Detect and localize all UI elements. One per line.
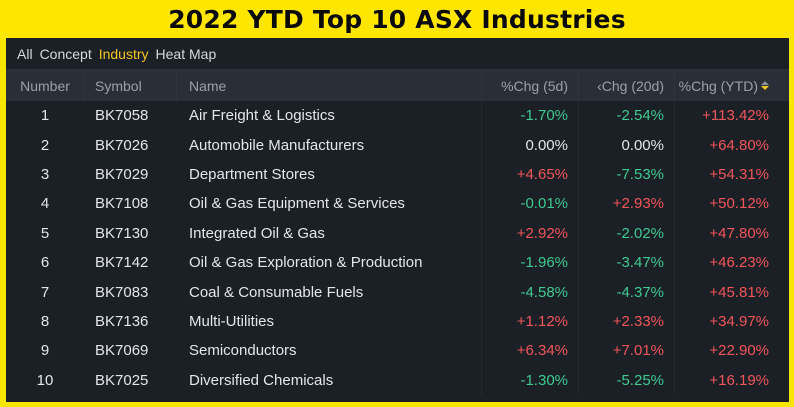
table-row[interactable]: 10 BK7025 Diversified Chemicals -1.30% -5.25… [6, 365, 789, 395]
table-row[interactable]: 5 BK7130 Integrated Oil & Gas +2.92% -2.02% +… [6, 218, 789, 248]
header-chg-20d[interactable]: ‹Chg (20d) [578, 70, 674, 101]
table-row[interactable]: 3 BK7029 Department Stores +4.65% -7.53% +54.… [6, 159, 789, 190]
row-chg-20d: -3.47% [578, 247, 674, 278]
table-row[interactable]: 8 BK7136 Multi-Utilities +1.12% +2.33% +34.97… [6, 306, 789, 337]
row-chg-5d: +6.34% [481, 336, 578, 366]
header-chg-5d[interactable]: %Chg (5d) [481, 70, 578, 101]
row-name: Department Stores [189, 165, 315, 183]
header-chg-ytd-label: %Chg (YTD) [678, 77, 758, 94]
table-body: 1 BK7058 Air Freight & Logistics -1.70% -2.5… [6, 101, 789, 395]
tab-industry[interactable]: Industry [98, 45, 149, 62]
row-chg-ytd: +22.90% [674, 336, 779, 366]
row-name: Integrated Oil & Gas [189, 224, 325, 242]
row-chg-ytd: +45.81% [674, 277, 779, 307]
row-name: Oil & Gas Equipment & Services [189, 195, 405, 213]
row-symbol: BK7025 [95, 371, 149, 389]
row-chg-5d: +4.65% [481, 159, 578, 190]
row-name: Multi-Utilities [189, 312, 275, 330]
row-chg-ytd: +54.31% [674, 159, 779, 190]
row-chg-20d: -5.25% [578, 365, 674, 395]
row-chg-5d: +1.12% [481, 306, 578, 337]
row-number: 9 [40, 342, 50, 360]
row-chg-5d: -1.70% [481, 101, 578, 131]
row-chg-5d: -1.96% [481, 247, 578, 278]
row-number: 3 [40, 165, 50, 183]
row-chg-20d: +2.93% [578, 189, 674, 219]
page-title: 2022 YTD Top 10 ASX Industries [168, 4, 626, 34]
row-chg-5d: -4.58% [481, 277, 578, 307]
table-row[interactable]: 2 BK7026 Automobile Manufacturers 0.00% 0.00… [6, 130, 789, 160]
header-chg-20d-label: ‹Chg (20d) [597, 77, 664, 94]
industry-table: Number Symbol Name %Chg (5d) ‹Chg (20d) … [6, 69, 789, 395]
header-number[interactable]: Number [20, 77, 70, 94]
row-number: 10 [36, 371, 54, 389]
row-name: Semiconductors [189, 342, 297, 360]
row-chg-20d: -7.53% [578, 159, 674, 190]
row-chg-20d: +2.33% [578, 306, 674, 337]
row-chg-ytd: +16.19% [674, 365, 779, 395]
row-symbol: BK7058 [95, 107, 149, 125]
table-row[interactable]: 1 BK7058 Air Freight & Logistics -1.70% -2.5… [6, 101, 789, 131]
row-name: Air Freight & Logistics [189, 107, 335, 125]
row-number: 5 [40, 224, 50, 242]
row-number: 4 [40, 195, 50, 213]
row-chg-ytd: +64.80% [674, 130, 779, 160]
row-chg-ytd: +47.80% [674, 218, 779, 248]
row-number: 7 [40, 283, 50, 301]
table-row[interactable]: 7 BK7083 Coal & Consumable Fuels -4.58% -4.3… [6, 277, 789, 307]
header-symbol[interactable]: Symbol [84, 70, 176, 101]
row-symbol: BK7108 [95, 195, 149, 213]
table-row[interactable]: 4 BK7108 Oil & Gas Equipment & Services -0.… [6, 189, 789, 219]
row-chg-ytd: +46.23% [674, 247, 779, 278]
row-chg-20d: +7.01% [578, 336, 674, 366]
row-symbol: BK7136 [95, 312, 149, 330]
row-chg-ytd: +113.42% [674, 101, 779, 131]
sort-descending-icon[interactable] [761, 81, 769, 90]
row-number: 6 [40, 254, 50, 272]
row-chg-ytd: +34.97% [674, 306, 779, 337]
row-symbol: BK7029 [95, 165, 149, 183]
tab-heat-map[interactable]: Heat Map [155, 45, 217, 62]
tab-bar: All Concept Industry Heat Map [6, 38, 789, 69]
header-chg-ytd[interactable]: %Chg (YTD) [674, 70, 779, 101]
row-chg-20d: 0.00% [578, 130, 674, 160]
tab-concept[interactable]: Concept [39, 45, 92, 62]
title-banner: 2022 YTD Top 10 ASX Industries [0, 0, 794, 38]
row-symbol: BK7026 [95, 136, 149, 154]
table-row[interactable]: 9 BK7069 Semiconductors +6.34% +7.01% +22.90% [6, 336, 789, 366]
row-chg-5d: 0.00% [481, 130, 578, 160]
industry-panel: All Concept Industry Heat Map Number Sym… [6, 38, 789, 402]
row-chg-5d: +2.92% [481, 218, 578, 248]
table-header: Number Symbol Name %Chg (5d) ‹Chg (20d) … [6, 69, 789, 101]
row-number: 2 [40, 136, 50, 154]
row-name: Oil & Gas Exploration & Production [189, 254, 423, 272]
row-number: 1 [40, 107, 50, 125]
row-symbol: BK7142 [95, 254, 149, 272]
row-chg-5d: -1.30% [481, 365, 578, 395]
header-name[interactable]: Name [176, 70, 481, 101]
table-row[interactable]: 6 BK7142 Oil & Gas Exploration & Productio… [6, 247, 789, 278]
row-chg-20d: -4.37% [578, 277, 674, 307]
row-symbol: BK7130 [95, 224, 149, 242]
row-symbol: BK7083 [95, 283, 149, 301]
row-name: Automobile Manufacturers [189, 136, 365, 154]
row-name: Diversified Chemicals [189, 371, 334, 389]
row-chg-5d: -0.01% [481, 189, 578, 219]
row-number: 8 [40, 312, 50, 330]
row-chg-20d: -2.54% [578, 101, 674, 131]
row-name: Coal & Consumable Fuels [189, 283, 364, 301]
tab-all[interactable]: All [17, 45, 33, 62]
row-chg-20d: -2.02% [578, 218, 674, 248]
row-chg-ytd: +50.12% [674, 189, 779, 219]
row-symbol: BK7069 [95, 342, 149, 360]
